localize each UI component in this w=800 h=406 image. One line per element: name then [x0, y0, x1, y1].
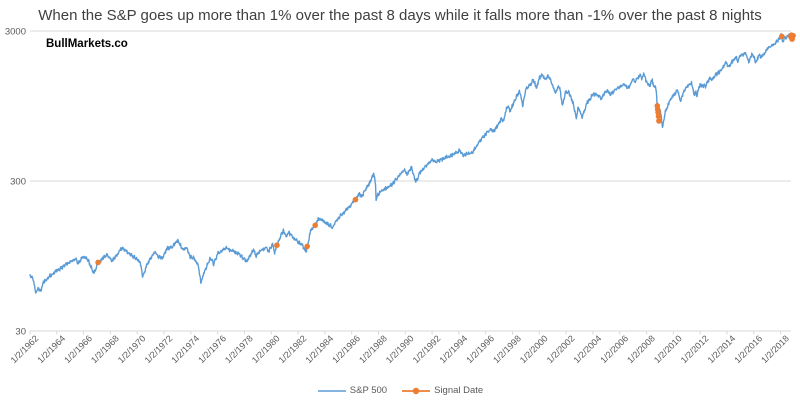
svg-text:30: 30	[15, 327, 26, 338]
sp500-line	[29, 33, 794, 294]
svg-text:1/2/2018: 1/2/2018	[759, 333, 791, 365]
svg-text:1/2/2006: 1/2/2006	[598, 333, 630, 365]
svg-text:1/2/1994: 1/2/1994	[437, 333, 469, 365]
x-axis-tick-labels: 1/2/19621/2/19641/2/19661/2/19681/2/1970…	[9, 331, 791, 365]
svg-text:1/2/1990: 1/2/1990	[384, 333, 416, 365]
svg-text:1/2/1978: 1/2/1978	[223, 333, 255, 365]
signal-date-line-sample-icon	[402, 387, 431, 394]
svg-text:1/2/2014: 1/2/2014	[706, 333, 738, 365]
legend-label-signal-date: Signal Date	[434, 385, 484, 396]
svg-text:1/2/1970: 1/2/1970	[116, 333, 148, 365]
svg-text:1/2/1968: 1/2/1968	[89, 333, 121, 365]
svg-text:1/2/1982: 1/2/1982	[277, 333, 309, 365]
svg-text:1/2/2010: 1/2/2010	[652, 333, 684, 365]
legend-item-sp500: S&P 500	[317, 385, 387, 396]
svg-text:300: 300	[10, 177, 26, 188]
svg-text:1/2/2002: 1/2/2002	[545, 333, 577, 365]
svg-text:1/2/2000: 1/2/2000	[518, 333, 550, 365]
svg-text:1/2/2008: 1/2/2008	[625, 333, 657, 365]
watermark-bullmarkets: BullMarkets.co	[46, 38, 128, 50]
chart-legend: S&P 500 Signal Date	[0, 385, 800, 396]
svg-text:1/2/1998: 1/2/1998	[491, 333, 523, 365]
legend-label-sp500: S&P 500	[349, 385, 388, 396]
svg-text:1/2/1984: 1/2/1984	[303, 333, 335, 365]
svg-text:1/2/1976: 1/2/1976	[196, 333, 228, 365]
svg-text:1/2/1972: 1/2/1972	[143, 333, 175, 365]
y-axis-tick-labels: 30 300 3000	[5, 27, 26, 338]
svg-text:1/2/2012: 1/2/2012	[679, 333, 711, 365]
svg-text:1/2/1980: 1/2/1980	[250, 333, 282, 365]
svg-text:1/2/1964: 1/2/1964	[35, 333, 67, 365]
svg-text:1/2/1962: 1/2/1962	[9, 333, 41, 365]
svg-text:1/2/1966: 1/2/1966	[62, 333, 94, 365]
svg-text:1/2/1992: 1/2/1992	[411, 333, 443, 365]
svg-text:3000: 3000	[5, 27, 26, 38]
svg-text:1/2/1996: 1/2/1996	[464, 333, 496, 365]
svg-text:1/2/1988: 1/2/1988	[357, 333, 389, 365]
signal-date-markers	[95, 32, 796, 266]
chart-title: When the S&P goes up more than 1% over t…	[38, 7, 762, 24]
svg-text:1/2/1986: 1/2/1986	[330, 333, 362, 365]
svg-text:1/2/2004: 1/2/2004	[572, 333, 604, 365]
svg-text:1/2/2016: 1/2/2016	[732, 333, 764, 365]
sp500-line-sample-icon	[317, 389, 346, 392]
legend-item-signal-date: Signal Date	[401, 385, 483, 396]
gridlines	[30, 30, 791, 332]
svg-text:1/2/1974: 1/2/1974	[169, 333, 201, 365]
